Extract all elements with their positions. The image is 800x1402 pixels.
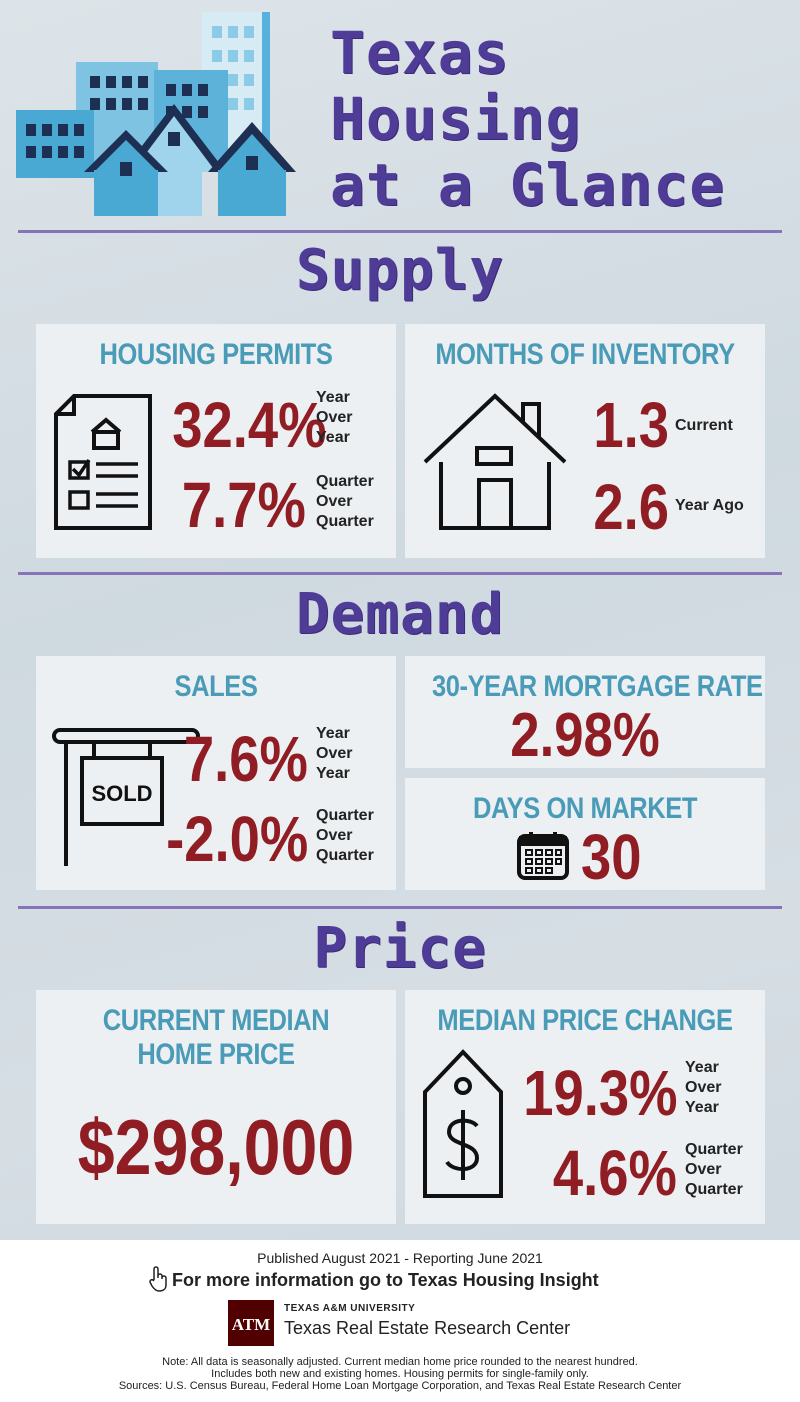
inventory-current-value: 1.3 bbox=[593, 389, 669, 461]
median-price-change-title: MEDIAN PRICE CHANGE bbox=[437, 1004, 733, 1037]
price-change-yoy-label: Year Over Year bbox=[685, 1059, 722, 1116]
footnote-2: Includes both new and existing homes. Ho… bbox=[211, 1368, 589, 1380]
inventory-current-label: Current bbox=[675, 417, 733, 434]
days-on-market-card: DAYS ON MARKET 30 bbox=[405, 778, 765, 893]
mortgage-rate-title: 30-YEAR MORTGAGE RATE bbox=[432, 670, 763, 703]
sold-sign-icon: SOLD bbox=[52, 728, 200, 866]
footnotes: Note: All data is seasonally adjusted. C… bbox=[0, 1356, 800, 1392]
title-line-2: Housing bbox=[330, 85, 582, 153]
published-date: Published August 2021 - Reporting June 2… bbox=[257, 1250, 543, 1266]
permit-document-icon bbox=[54, 394, 152, 530]
housing-permits-card: HOUSING PERMITS 32.4% Year Over Year 7.7% … bbox=[36, 324, 396, 558]
footnote-3: Sources: U.S. Census Bureau, Federal Hom… bbox=[118, 1380, 682, 1392]
inventory-year-ago-label: Year Ago bbox=[675, 497, 744, 514]
pointer-hand-icon bbox=[149, 1266, 167, 1292]
price-change-qoq-label: Quarter Over Quarter bbox=[685, 1141, 743, 1198]
price-tag-icon bbox=[423, 1049, 503, 1198]
page-title: Texas Housing at a Glance bbox=[330, 20, 790, 218]
permits-yoy-label: Year Over Year bbox=[316, 389, 353, 446]
section-title-price: Price bbox=[313, 916, 487, 981]
title-line-3: at a Glance bbox=[330, 151, 726, 219]
divider bbox=[18, 572, 782, 575]
buildings-houses-illustration bbox=[16, 12, 296, 216]
permits-qoq-label: Quarter Over Quarter bbox=[316, 473, 374, 530]
mortgage-rate-value: 2.98% bbox=[510, 701, 660, 770]
research-center-name: Texas Real Estate Research Center bbox=[284, 1318, 571, 1338]
median-price-change-card: MEDIAN PRICE CHANGE 19.3% Year Over Year 4… bbox=[405, 990, 765, 1224]
calendar-icon bbox=[517, 832, 569, 880]
price-change-yoy-value: 19.3% bbox=[522, 1057, 677, 1129]
sales-qoq-label: Quarter Over Quarter bbox=[316, 807, 374, 864]
days-on-market-title: DAYS ON MARKET bbox=[472, 792, 698, 825]
permits-yoy-value: 32.4% bbox=[171, 389, 326, 461]
divider bbox=[18, 906, 782, 909]
price-change-qoq-value: 4.6% bbox=[553, 1137, 677, 1209]
university-name: TEXAS A&M UNIVERSITY bbox=[284, 1303, 416, 1314]
housing-permits-title: HOUSING PERMITS bbox=[99, 338, 333, 371]
sales-card: SALES SOLD 7.6% Year Over Year -2.0% Quart… bbox=[36, 656, 396, 890]
permits-qoq-value: 7.7% bbox=[182, 469, 306, 541]
sales-yoy-value: 7.6% bbox=[184, 723, 308, 795]
months-of-inventory-title: MONTHS OF INVENTORY bbox=[435, 338, 735, 371]
house-outline-icon bbox=[423, 393, 567, 530]
mortgage-rate-card: 30-YEAR MORTGAGE RATE 2.98% bbox=[405, 656, 765, 770]
more-info-link[interactable]: For more information go to Texas Housing… bbox=[172, 1270, 599, 1290]
title-line-1: Texas bbox=[330, 19, 510, 87]
median-home-price-title: CURRENT MEDIAN HOME PRICE bbox=[102, 1004, 330, 1071]
footnote-1: Note: All data is seasonally adjusted. C… bbox=[162, 1356, 638, 1368]
sales-title: SALES bbox=[174, 670, 258, 703]
tamu-logo: ATM bbox=[228, 1300, 274, 1346]
median-home-price-value: $298,000 bbox=[77, 1103, 355, 1191]
divider bbox=[18, 230, 782, 233]
median-home-price-card: CURRENT MEDIAN HOME PRICE $298,000 bbox=[36, 990, 396, 1224]
inventory-year-ago-value: 2.6 bbox=[593, 471, 669, 543]
days-on-market-value: 30 bbox=[581, 821, 642, 893]
section-title-demand: Demand bbox=[295, 582, 505, 647]
sales-qoq-value: -2.0% bbox=[165, 803, 308, 875]
section-title-supply: Supply bbox=[295, 238, 505, 303]
months-of-inventory-card: MONTHS OF INVENTORY 1.3 Current 2.6 Year… bbox=[405, 324, 765, 558]
svg-text:ATM: ATM bbox=[232, 1315, 270, 1334]
sales-yoy-label: Year Over Year bbox=[316, 725, 353, 782]
footer: Published August 2021 - Reporting June 2… bbox=[0, 1240, 800, 1402]
sold-sign-text: SOLD bbox=[91, 781, 152, 806]
